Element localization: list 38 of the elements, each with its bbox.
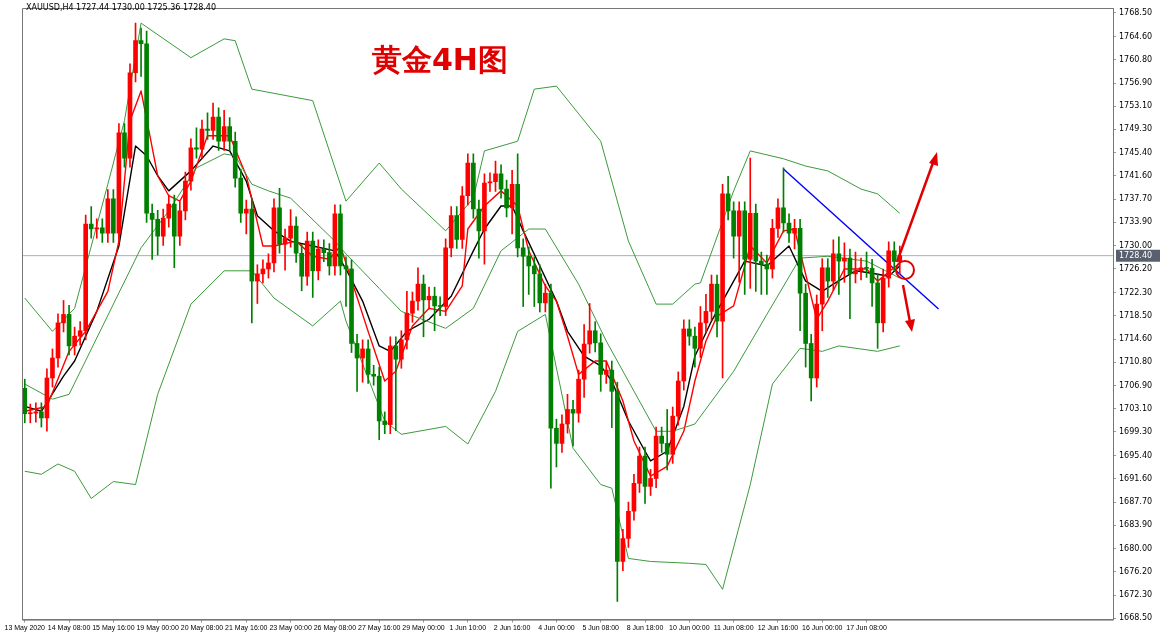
candlestick — [243, 199, 249, 235]
y-tick-label: 1714.60 — [1119, 334, 1153, 344]
y-tick-label: 1753.10 — [1119, 101, 1153, 111]
annotation: XAUUSD,H4 1727.44 1730.00 1725.36 1728.40 — [26, 3, 217, 12]
y-tick-label: 1733.90 — [1119, 217, 1153, 227]
y-tick-label: 1768.50 — [1119, 7, 1153, 17]
y-tick-label: 1668.50 — [1119, 613, 1153, 623]
y-tick-label: 1695.40 — [1119, 450, 1153, 460]
candlestick — [94, 218, 100, 239]
candlestick — [603, 360, 609, 384]
y-tick-label: 1764.60 — [1119, 31, 1153, 41]
candlestick — [88, 206, 94, 239]
text: 黄金4H图 — [372, 41, 508, 79]
y-tick-label: 1726.20 — [1119, 264, 1153, 274]
y-tick-label: 1718.50 — [1119, 310, 1153, 320]
y-tick-label: 1722.30 — [1119, 287, 1153, 297]
candlestick — [382, 411, 388, 435]
y-tick-label: 1672.30 — [1119, 590, 1153, 600]
y-tick-label: 1703.10 — [1119, 403, 1153, 413]
candlestick — [99, 218, 105, 243]
y-tick-label: 1710.80 — [1119, 357, 1153, 367]
y-tick-label: 1683.90 — [1119, 520, 1153, 530]
ref-line-label: 1728.40 — [1119, 250, 1153, 260]
y-tick-label: 1687.70 — [1119, 497, 1153, 507]
y-tick-label: 1730.00 — [1119, 241, 1153, 251]
y-tick-label: 1749.30 — [1119, 124, 1153, 134]
y-tick-label: 1699.30 — [1119, 426, 1153, 436]
candlestick — [531, 256, 537, 307]
y-tick-label: 1745.40 — [1119, 147, 1153, 157]
y-tick-label: 1680.00 — [1119, 543, 1153, 553]
y-tick-label: 1676.20 — [1119, 566, 1153, 576]
y-tick-label: 1760.80 — [1119, 54, 1153, 64]
y-tick-label: 1706.90 — [1119, 380, 1153, 390]
y-tick-label: 1737.70 — [1119, 194, 1153, 204]
y-tick-label: 1741.60 — [1119, 170, 1153, 180]
y-tick-label: 1756.90 — [1119, 78, 1153, 88]
y-tick-label: 1691.60 — [1119, 473, 1153, 483]
candlestick — [393, 336, 399, 431]
